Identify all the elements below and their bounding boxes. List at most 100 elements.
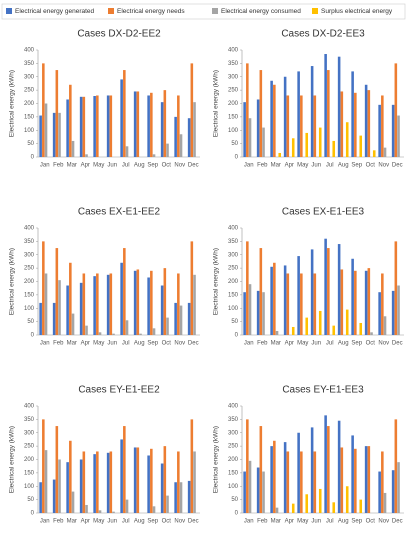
bar — [163, 90, 167, 157]
bar — [305, 132, 309, 157]
bar — [359, 135, 363, 157]
bar — [120, 262, 123, 335]
bar — [286, 451, 290, 513]
bar — [273, 262, 276, 335]
bar — [246, 63, 249, 157]
bar — [58, 459, 61, 513]
bar — [96, 273, 99, 335]
bar — [187, 118, 191, 157]
y-tick-label: 0 — [235, 511, 239, 517]
y-tick-label: 250 — [24, 88, 35, 94]
y-tick-label: 250 — [24, 266, 35, 272]
bar — [160, 102, 164, 157]
bar — [93, 454, 96, 513]
bar — [98, 332, 102, 335]
bar — [337, 56, 341, 157]
bar — [397, 285, 400, 335]
x-tick-label: Jun — [107, 163, 117, 169]
bar — [283, 76, 287, 157]
x-tick-label: Feb — [257, 341, 268, 347]
x-tick-label: Jul — [326, 163, 334, 169]
chart-title: Cases EY-E1-EE3 — [282, 385, 364, 396]
y-tick-label: 400 — [228, 48, 239, 54]
bar — [286, 95, 290, 157]
bar — [354, 270, 357, 335]
bar — [55, 426, 59, 513]
bar — [163, 268, 167, 335]
x-tick-label: Feb — [53, 519, 64, 525]
bar — [391, 470, 395, 513]
bar — [106, 274, 110, 335]
legend-swatch — [212, 8, 218, 14]
x-tick-label: Jun — [107, 519, 117, 525]
bar — [297, 432, 300, 513]
bar — [383, 147, 387, 157]
bar — [270, 446, 273, 513]
y-tick-label: 150 — [228, 470, 239, 476]
bar — [136, 269, 140, 335]
bar — [381, 451, 384, 513]
x-tick-label: Jan — [244, 163, 254, 169]
bar — [69, 84, 72, 157]
y-tick-label: 0 — [235, 333, 239, 339]
y-tick-label: 100 — [24, 484, 35, 490]
bar — [125, 499, 129, 513]
bar — [69, 440, 72, 513]
bar — [39, 482, 42, 513]
legend-label: Surplus electrical energy — [321, 8, 393, 15]
bar — [300, 95, 303, 157]
x-tick-label: Dec — [188, 519, 199, 525]
bar — [273, 84, 276, 157]
bar — [109, 273, 113, 335]
bar — [44, 450, 48, 513]
x-tick-label: Jun — [311, 163, 321, 169]
x-tick-label: Dec — [392, 519, 403, 525]
bar — [283, 265, 287, 335]
y-tick-label: 50 — [231, 497, 238, 503]
bar — [364, 270, 368, 335]
x-tick-label: Jul — [122, 341, 130, 347]
bar — [123, 70, 126, 157]
bar — [166, 317, 169, 335]
y-tick-label: 150 — [228, 114, 239, 120]
bar — [150, 270, 153, 335]
bar — [93, 96, 96, 157]
x-tick-label: Jul — [326, 519, 334, 525]
x-tick-label: May — [93, 519, 104, 525]
bar — [381, 273, 384, 335]
x-tick-label: Mar — [67, 163, 77, 169]
bar — [256, 99, 260, 157]
y-tick-label: 50 — [27, 319, 34, 325]
legend-label: Electrical energy consumed — [221, 8, 301, 15]
bar — [259, 70, 263, 157]
x-tick-label: Sep — [147, 341, 158, 347]
bar — [55, 70, 59, 157]
bar — [136, 447, 140, 513]
bar — [297, 71, 300, 157]
bar — [42, 63, 45, 157]
bar — [243, 292, 246, 335]
bar — [351, 71, 354, 157]
bar — [256, 467, 260, 513]
legend-swatch — [108, 8, 114, 14]
bar — [243, 471, 246, 513]
bar — [177, 273, 180, 335]
x-tick-label: Mar — [67, 341, 77, 347]
bar — [340, 269, 344, 335]
x-tick-label: Oct — [366, 163, 376, 169]
bar — [98, 510, 102, 513]
x-tick-label: Aug — [338, 519, 349, 525]
bar — [71, 313, 75, 335]
bar — [283, 442, 287, 513]
bar — [179, 134, 183, 157]
x-tick-label: Apr — [81, 163, 90, 169]
y-tick-label: 350 — [24, 417, 35, 423]
x-tick-label: May — [93, 341, 104, 347]
y-axis-label: Electrical energy (kWh) — [9, 426, 16, 493]
bar — [55, 248, 59, 335]
bar — [120, 439, 123, 513]
bar — [177, 95, 180, 157]
bar — [367, 90, 371, 157]
y-tick-label: 250 — [228, 444, 239, 450]
